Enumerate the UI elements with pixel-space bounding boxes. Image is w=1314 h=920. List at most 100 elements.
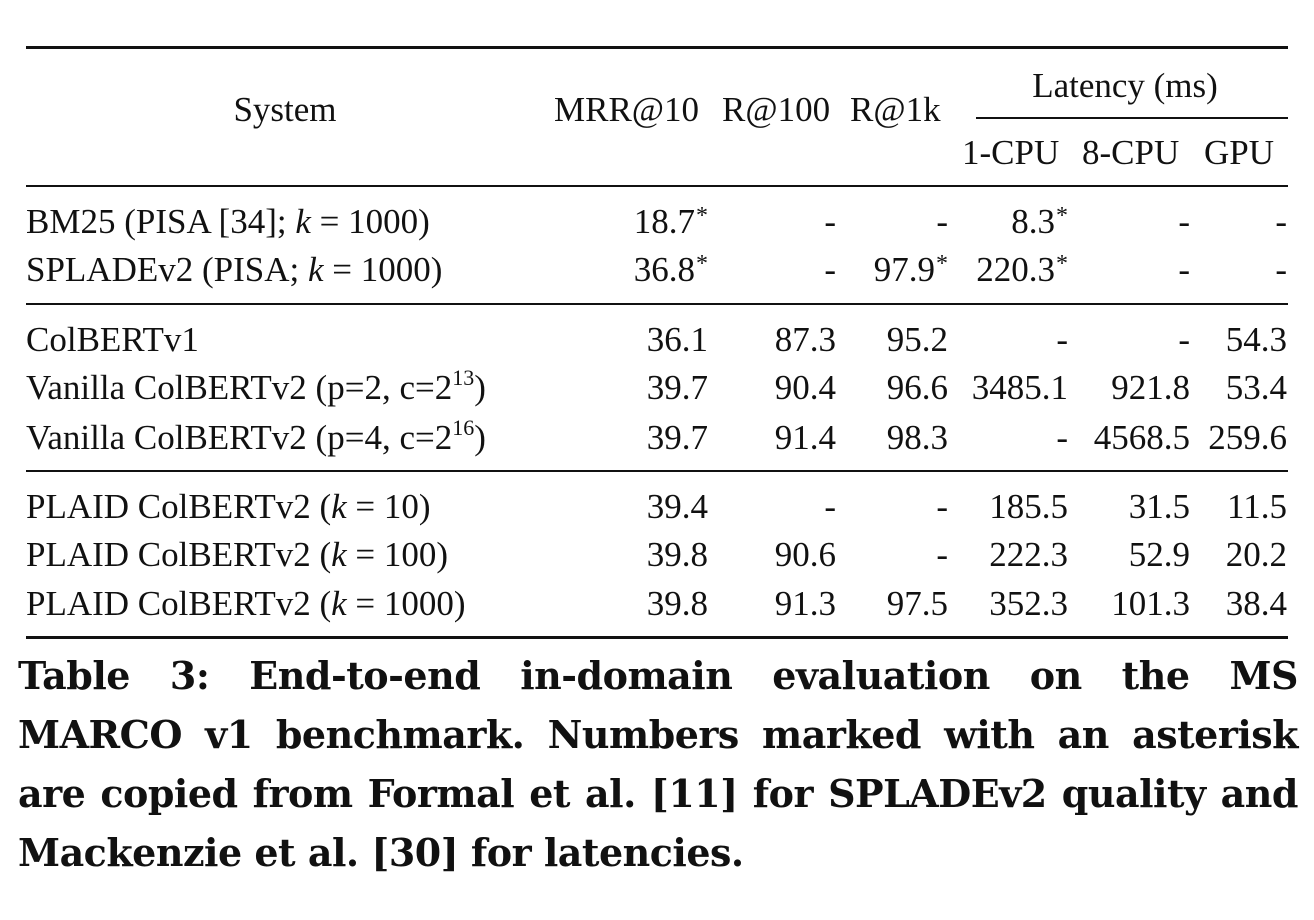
system-name-cell: PLAID ColBERTv2 (k = 10): [26, 487, 431, 527]
r1k-cell: -: [936, 535, 948, 575]
header-gpu: GPU: [1204, 133, 1275, 172]
cpu1-cell: 352.3: [989, 584, 1068, 624]
header-r100: R@100: [722, 90, 831, 129]
gpu-cell: 38.4: [1226, 584, 1287, 624]
mrr-cell: 18.7*: [634, 202, 708, 242]
header-8cpu: 8-CPU: [1082, 133, 1180, 172]
system-name-cell: SPLADEv2 (PISA; k = 1000): [26, 250, 442, 290]
r100-cell: -: [824, 202, 836, 242]
cpu8-value: -: [1178, 202, 1190, 241]
r1k-value: -: [936, 202, 948, 241]
cpu1-value: 220.3: [976, 250, 1055, 289]
math-variable: k: [331, 584, 347, 623]
system-name-suffix: ): [474, 418, 486, 457]
system-name-text: SPLADEv2 (PISA;: [26, 250, 308, 289]
cpu8-value: 4568.5: [1093, 418, 1190, 457]
gpu-cell: -: [1275, 202, 1287, 242]
system-name-suffix: ): [474, 368, 486, 407]
gpu-cell: -: [1275, 250, 1287, 290]
r100-cell: 90.6: [775, 535, 836, 575]
asterisk-marker: *: [696, 203, 708, 229]
mrr-cell: 39.7: [647, 368, 708, 408]
system-name-cell: BM25 (PISA [34]; k = 1000): [26, 202, 430, 242]
gpu-cell: 54.3: [1226, 320, 1287, 360]
exponent: 13: [452, 365, 475, 390]
mrr-value: 39.7: [646, 418, 708, 457]
header-rule: [26, 185, 1288, 187]
system-name-cell: PLAID ColBERTv2 (k = 1000): [26, 584, 466, 624]
cpu8-cell: 4568.5: [1094, 418, 1190, 458]
system-name-suffix: = 100): [346, 535, 449, 574]
cpu8-cell: 31.5: [1129, 487, 1190, 527]
system-name-suffix: = 1000): [346, 584, 466, 623]
system-name-cell: Vanilla ColBERTv2 (p=4, c=216): [26, 415, 486, 458]
group-rule-2: [26, 470, 1288, 472]
cpu1-value: 185.5: [989, 487, 1068, 526]
caption-line: are copied from Formal et al. [11] for S…: [18, 771, 1299, 816]
gpu-value: 54.3: [1225, 320, 1287, 359]
r100-value: -: [824, 487, 836, 526]
r100-cell: 90.4: [775, 368, 836, 408]
cpu8-cell: 101.3: [1111, 584, 1190, 624]
cpu8-value: 31.5: [1128, 487, 1190, 526]
r100-value: 90.6: [774, 535, 836, 574]
header-latency-group: Latency (ms): [1032, 66, 1218, 105]
gpu-value: 38.4: [1225, 584, 1287, 623]
system-name-text: PLAID ColBERTv2 (: [26, 584, 332, 623]
system-name-cell: Vanilla ColBERTv2 (p=2, c=213): [26, 365, 486, 408]
r1k-value: 97.9: [873, 250, 935, 289]
asterisk-marker: *: [936, 251, 948, 277]
system-name-text: PLAID ColBERTv2 (: [26, 487, 332, 526]
system-name-text: PLAID ColBERTv2 (: [26, 535, 332, 574]
r1k-value: 98.3: [886, 418, 948, 457]
mrr-value: 39.4: [646, 487, 708, 526]
mrr-cell: 36.1: [647, 320, 708, 360]
gpu-value: 53.4: [1225, 368, 1287, 407]
system-name-text: ColBERTv1: [26, 320, 199, 359]
r1k-cell: 97.9*: [874, 250, 948, 290]
r100-cell: -: [824, 250, 836, 290]
mrr-value: 36.1: [646, 320, 708, 359]
r100-cell: -: [824, 487, 836, 527]
r1k-value: 96.6: [886, 368, 948, 407]
mrr-value: 39.8: [646, 584, 708, 623]
header-r1k: R@1k: [850, 90, 941, 129]
cpu1-value: 3485.1: [971, 368, 1068, 407]
cpu1-value: -: [1056, 418, 1068, 457]
table-caption: Table 3: End-to-end in-domain evaluation…: [18, 646, 1299, 882]
header-mrr: MRR@10: [554, 90, 700, 129]
mrr-cell: 36.8*: [634, 250, 708, 290]
math-variable: k: [331, 535, 347, 574]
cpu8-value: 101.3: [1111, 584, 1190, 623]
r1k-value: 95.2: [886, 320, 948, 359]
cpu1-cell: -: [1056, 320, 1068, 360]
caption-line: Table 3: End-to-end in-domain evaluation…: [18, 653, 1299, 698]
mrr-cell: 39.4: [647, 487, 708, 527]
exponent: 16: [452, 415, 475, 440]
cpu1-cell: 8.3*: [1011, 202, 1068, 242]
r1k-cell: 96.6: [887, 368, 948, 408]
cpu8-value: -: [1178, 250, 1190, 289]
math-variable: k: [331, 487, 347, 526]
system-name-text: Vanilla ColBERTv2 (p=2, c=2: [26, 368, 453, 407]
gpu-cell: 11.5: [1227, 487, 1287, 527]
r1k-cell: -: [936, 202, 948, 242]
mrr-cell: 39.8: [647, 584, 708, 624]
system-name-suffix: = 1000): [323, 250, 443, 289]
mrr-value: 18.7: [633, 202, 695, 241]
r100-cell: 91.4: [775, 418, 836, 458]
system-name-suffix: = 1000): [310, 202, 430, 241]
system-name-cell: ColBERTv1: [26, 320, 199, 360]
cpu1-value: 352.3: [989, 584, 1068, 623]
r1k-value: 97.5: [886, 584, 948, 623]
latency-group-rule: [976, 117, 1288, 119]
cpu8-cell: 921.8: [1111, 368, 1190, 408]
r1k-cell: 95.2: [887, 320, 948, 360]
asterisk-marker: *: [696, 251, 708, 277]
mrr-value: 36.8: [633, 250, 695, 289]
header-1cpu: 1-CPU: [962, 133, 1060, 172]
cpu8-cell: -: [1178, 202, 1190, 242]
cpu8-cell: 52.9: [1129, 535, 1190, 575]
mrr-value: 39.7: [646, 368, 708, 407]
gpu-cell: 20.2: [1226, 535, 1287, 575]
